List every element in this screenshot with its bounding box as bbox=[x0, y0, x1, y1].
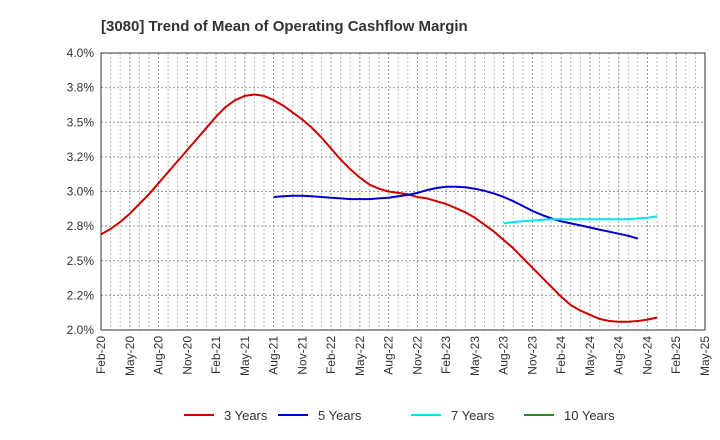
x-tick-label: Feb-21 bbox=[209, 336, 223, 374]
x-axis: Feb-20 May-20 Aug-20 Nov-20 Feb-21 May-21 Aug-… bbox=[94, 336, 712, 376]
y-tick-label: 2.0% bbox=[67, 323, 95, 337]
y-tick-label: 3.0% bbox=[67, 185, 95, 199]
legend-label: 3 Years bbox=[224, 408, 268, 423]
plot-frame bbox=[100, 52, 706, 331]
y-tick-label: 4.0% bbox=[67, 46, 95, 60]
x-tick-label: Nov-22 bbox=[410, 336, 424, 375]
x-tick-label: Aug-23 bbox=[497, 336, 511, 375]
x-tick-label: Feb-20 bbox=[94, 336, 108, 374]
series-line-7-years bbox=[503, 215, 658, 225]
y-tick-label: 2.8% bbox=[67, 219, 95, 233]
x-tick-label: Aug-22 bbox=[382, 336, 396, 375]
x-tick-label: May-25 bbox=[698, 336, 712, 376]
series-line-5-years bbox=[273, 185, 639, 240]
x-tick-label: Nov-21 bbox=[295, 336, 309, 375]
grid bbox=[100, 52, 706, 331]
x-tick-label: May-24 bbox=[583, 336, 597, 376]
x-tick-label: Nov-20 bbox=[180, 336, 194, 375]
y-tick-label: 2.2% bbox=[67, 288, 95, 302]
x-tick-label: May-23 bbox=[468, 336, 482, 376]
x-tick-label: Feb-25 bbox=[669, 336, 683, 374]
x-tick-label: Feb-23 bbox=[439, 336, 453, 374]
y-tick-label: 3.5% bbox=[67, 115, 95, 129]
series-line-3-years bbox=[100, 93, 658, 323]
x-tick-label: Aug-24 bbox=[612, 336, 626, 375]
legend-label: 5 Years bbox=[318, 408, 362, 423]
legend-label: 7 Years bbox=[451, 408, 495, 423]
x-tick-label: May-21 bbox=[238, 336, 252, 376]
x-tick-label: Feb-22 bbox=[324, 336, 338, 374]
series-lines bbox=[100, 93, 658, 323]
legend-label: 10 Years bbox=[564, 408, 615, 423]
y-tick-label: 3.2% bbox=[67, 150, 95, 164]
legend: 3 Years 5 Years 7 Years 10 Years bbox=[184, 408, 615, 423]
x-tick-label: Aug-20 bbox=[152, 336, 166, 375]
x-tick-label: Nov-23 bbox=[525, 336, 539, 375]
y-tick-label: 2.5% bbox=[67, 254, 95, 268]
x-tick-label: May-20 bbox=[123, 336, 137, 376]
chart-title: [3080] Trend of Mean of Operating Cashfl… bbox=[101, 18, 468, 35]
x-tick-label: Aug-21 bbox=[267, 336, 281, 375]
x-tick-label: May-22 bbox=[353, 336, 367, 376]
y-tick-label: 3.8% bbox=[67, 81, 95, 95]
x-tick-label: Nov-24 bbox=[640, 336, 654, 375]
x-tick-label: Feb-24 bbox=[554, 336, 568, 374]
y-axis: 2.0% 2.2% 2.5% 2.8% 3.0% 3.2% 3.5% 3.8% 4.0% bbox=[67, 46, 95, 337]
